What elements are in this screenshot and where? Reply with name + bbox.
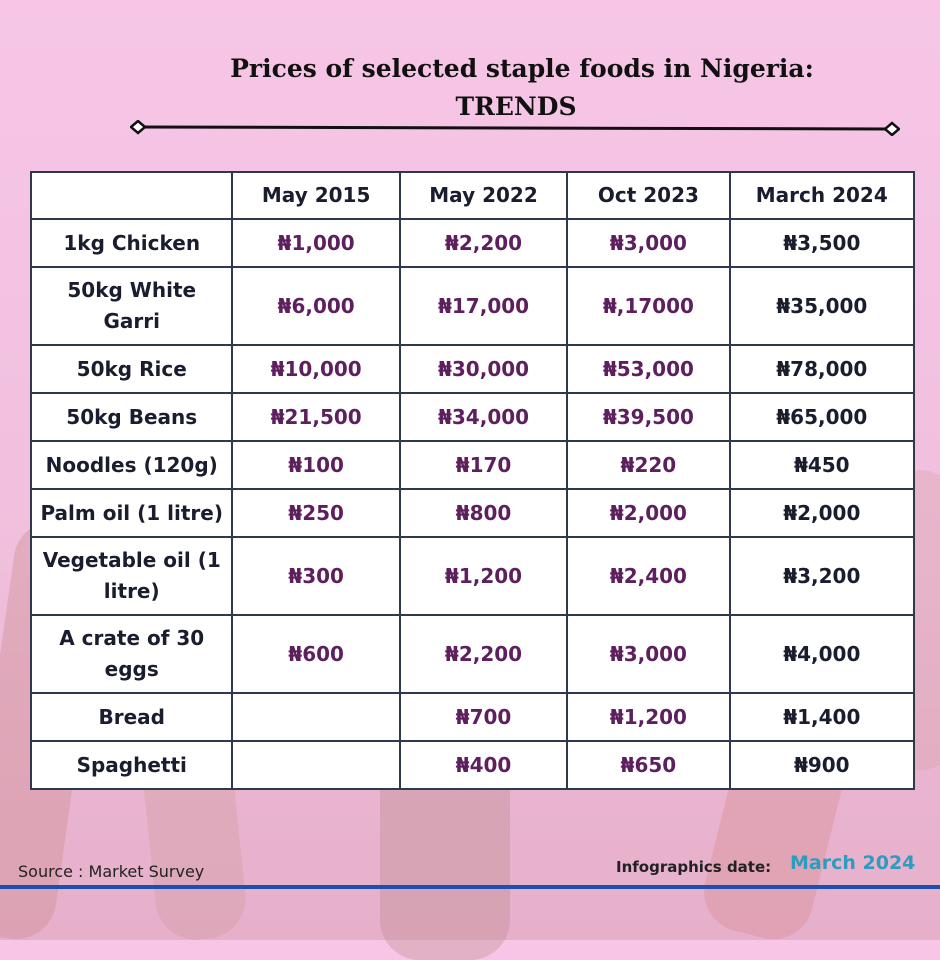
price-cell: ₦3,200 (728, 536, 916, 616)
header-cell: May 2015 (231, 171, 401, 220)
item-cell: 1kg Chicken (29, 218, 234, 268)
price-cell: ₦700 (398, 692, 569, 742)
price-cell: ₦4,000 (728, 614, 916, 694)
price-cell: ₦600 (231, 614, 401, 694)
header-cell (29, 171, 234, 220)
item-cell: 50kg Rice (29, 344, 234, 394)
price-cell (231, 740, 401, 790)
table-row: Palm oil (1 litre) ₦250 ₦800 ₦2,000 ₦2,000 (29, 488, 916, 538)
table-row: Vegetable oil (1 litre) ₦300 ₦1,200 ₦2,400 ₦… (29, 536, 916, 616)
price-cell: ₦34,000 (398, 392, 569, 442)
price-cell: ₦65,000 (728, 392, 916, 442)
item-cell: Bread (29, 692, 234, 742)
header-cell: March 2024 (728, 171, 916, 220)
item-cell: 50kg White Garri (29, 266, 234, 346)
price-cell: ₦1,200 (566, 692, 731, 742)
item-cell: Palm oil (1 litre) (29, 488, 234, 538)
price-cell: ₦300 (231, 536, 401, 616)
header-cell: May 2022 (398, 171, 569, 220)
price-cell: ₦2,000 (566, 488, 731, 538)
price-cell: ₦17,000 (398, 266, 569, 346)
price-cell: ₦400 (398, 740, 569, 790)
price-cell: ₦30,000 (398, 344, 569, 394)
table-header-row: May 2015 May 2022 Oct 2023 March 2024 (29, 171, 916, 220)
item-cell: Noodles (120g) (29, 440, 234, 490)
price-cell: ₦170 (398, 440, 569, 490)
price-cell: ₦2,400 (566, 536, 731, 616)
price-cell (231, 692, 401, 742)
footer-divider (0, 885, 940, 889)
table-row: 1kg Chicken ₦1,000 ₦2,200 ₦3,000 ₦3,500 (29, 218, 916, 268)
price-cell: ₦39,500 (566, 392, 731, 442)
info-date-value: March 2024 (790, 852, 916, 874)
price-cell: ₦900 (728, 740, 916, 790)
title-line-2: TRENDS (455, 92, 577, 121)
price-cell: ₦2,200 (398, 218, 569, 268)
price-cell: ₦450 (728, 440, 916, 490)
price-cell: ₦100 (231, 440, 401, 490)
price-cell: ₦1,000 (231, 218, 401, 268)
source-note: Source : Market Survey (18, 862, 205, 881)
price-cell: ₦220 (566, 440, 731, 490)
price-cell: ₦3,500 (728, 218, 916, 268)
diamond-icon (883, 121, 900, 136)
price-cell: ₦3,000 (566, 614, 731, 694)
table-row: Spaghetti ₦400 ₦650 ₦900 (29, 740, 916, 790)
price-cell: ₦800 (398, 488, 569, 538)
price-cell: ₦1,400 (728, 692, 916, 742)
price-cell: ₦2,000 (728, 488, 916, 538)
table-row: 50kg Beans ₦21,500 ₦34,000 ₦39,500 ₦65,000 (29, 392, 916, 442)
item-cell: Spaghetti (29, 740, 234, 790)
price-cell: ₦2,200 (398, 614, 569, 694)
header-cell: Oct 2023 (566, 171, 731, 220)
diamond-icon (130, 120, 147, 135)
table-row: Bread ₦700 ₦1,200 ₦1,400 (29, 692, 916, 742)
price-cell: ₦250 (231, 488, 401, 538)
price-cell: ₦78,000 (728, 344, 916, 394)
item-cell: Vegetable oil (1 litre) (29, 536, 234, 616)
price-cell: ₦,17000 (566, 266, 731, 346)
price-cell: ₦1,200 (398, 536, 569, 616)
price-cell: ₦3,000 (566, 218, 731, 268)
title-divider (130, 120, 900, 136)
page-title: Prices of selected staple foods in Niger… (0, 50, 940, 126)
price-cell: ₦650 (566, 740, 731, 790)
item-cell: A crate of 30 eggs (29, 614, 234, 694)
table-row: A crate of 30 eggs ₦600 ₦2,200 ₦3,000 ₦4,000 (29, 614, 916, 694)
table-row: 50kg Rice ₦10,000 ₦30,000 ₦53,000 ₦78,000 (29, 344, 916, 394)
price-cell: ₦35,000 (728, 266, 916, 346)
price-cell: ₦53,000 (566, 344, 731, 394)
table-row: Noodles (120g) ₦100 ₦170 ₦220 ₦450 (29, 440, 916, 490)
info-date-label: Infographics date: (616, 858, 772, 876)
price-cell: ₦10,000 (231, 344, 401, 394)
item-cell: 50kg Beans (29, 392, 234, 442)
price-cell: ₦6,000 (231, 266, 401, 346)
price-table: May 2015 May 2022 Oct 2023 March 2024 1k… (29, 171, 916, 790)
price-cell: ₦21,500 (231, 392, 401, 442)
title-line-1: Prices of selected staple foods in Niger… (230, 54, 814, 83)
table-row: 50kg White Garri ₦6,000 ₦17,000 ₦,17000 ₦35,… (29, 266, 916, 346)
